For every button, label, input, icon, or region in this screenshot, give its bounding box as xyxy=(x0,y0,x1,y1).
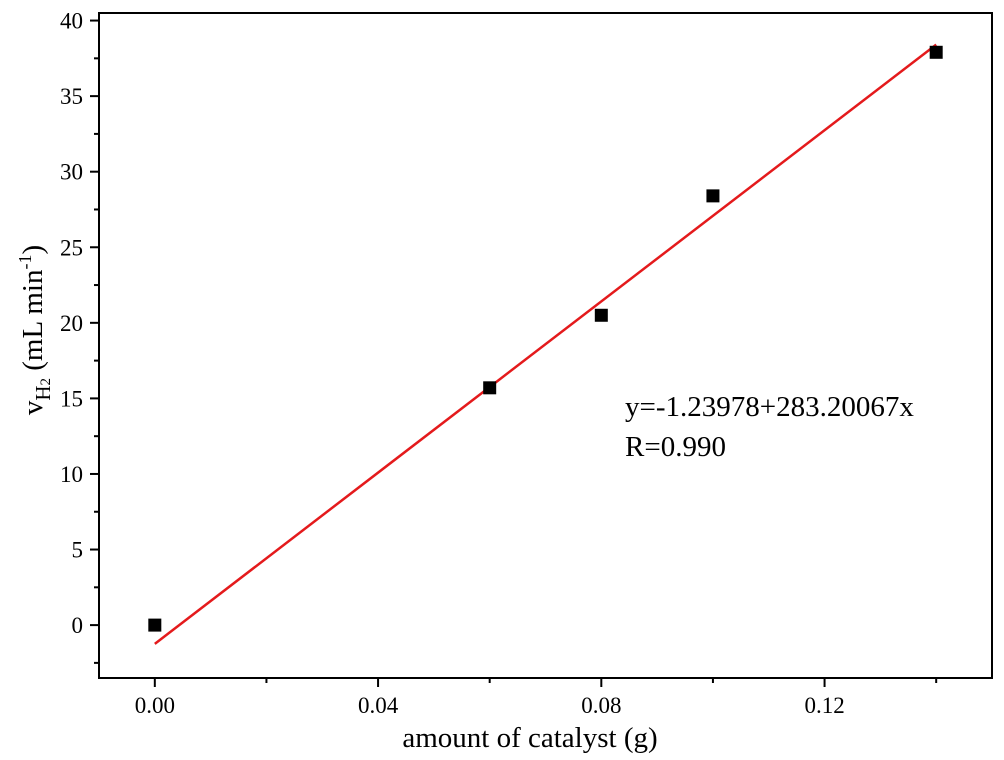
x-axis-title: amount of catalyst (g) xyxy=(402,722,657,754)
data-point xyxy=(706,189,720,203)
fit-r-value: R=0.990 xyxy=(625,431,726,463)
x-tick-label: 0.00 xyxy=(135,693,175,718)
y-axis-title-subscript2: 2 xyxy=(38,378,54,386)
y-tick-label: 20 xyxy=(60,311,83,336)
y-tick-label: 30 xyxy=(60,160,83,185)
x-tick-label: 0.04 xyxy=(358,693,399,718)
y-tick-label: 35 xyxy=(60,84,83,109)
plot-frame xyxy=(98,12,993,679)
y-axis-title: vH2 (mL min-1) xyxy=(15,245,55,415)
axis-tick-labels: 0.00 0.04 0.08 0.12 0 5 10 15 20 25 30 35 40 xyxy=(60,9,845,718)
data-point xyxy=(594,308,608,322)
data-point xyxy=(929,45,943,59)
y-tick-label: 10 xyxy=(60,462,83,487)
data-point xyxy=(148,618,162,632)
x-tick-label: 0.12 xyxy=(804,693,844,718)
y-tick-label: 25 xyxy=(60,235,83,260)
y-tick-label: 40 xyxy=(60,9,83,34)
y-tick-label: 0 xyxy=(72,613,84,638)
y-tick-label: 5 xyxy=(72,538,84,563)
fit-line xyxy=(154,43,937,645)
axis-ticks xyxy=(90,19,938,687)
y-axis-title-subscript: H xyxy=(31,385,55,400)
data-point xyxy=(483,381,497,395)
y-axis-title-unit-open: (mL min xyxy=(17,269,49,378)
y-axis-title-unit-close: ) xyxy=(17,245,49,255)
data-points xyxy=(148,45,943,632)
y-tick-label: 15 xyxy=(60,386,83,411)
y-axis-title-superscript: -1 xyxy=(15,255,35,270)
y-axis-title-main: v xyxy=(17,400,49,415)
fit-equation: y=-1.23978+283.20067x xyxy=(625,391,914,423)
x-tick-label: 0.08 xyxy=(581,693,621,718)
